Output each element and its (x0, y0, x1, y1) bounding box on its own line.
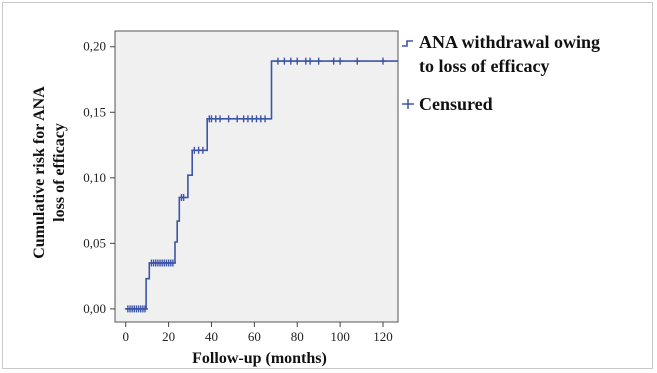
censored-mark (287, 57, 294, 65)
chart-axes: 0 20 40 60 80 100 120 0,00 0,05 0,10 0,15 0,20 (83, 39, 392, 344)
y-axis-title-line: Cumulative risk for ANA (31, 86, 48, 259)
x-tick-label: 60 (248, 329, 261, 344)
x-tick-label: 80 (291, 329, 304, 344)
legend-plus-symbol (402, 99, 414, 109)
censored-mark (180, 193, 187, 201)
legend-label: to loss of efficacy (419, 56, 549, 76)
censored-mark (199, 146, 206, 154)
legend-entry-event: ANA withdrawal owing to loss of efficacy (402, 32, 600, 76)
censored-mark (169, 259, 176, 267)
censored-mark (379, 57, 386, 65)
y-tick-label: 0,10 (83, 170, 106, 185)
censored-mark (354, 57, 361, 65)
legend-step-symbol (402, 40, 413, 47)
censored-mark (225, 115, 232, 123)
y-tick-label: 0,20 (83, 39, 106, 54)
legend-label: Censured (419, 94, 493, 114)
y-axis-title-line: loss of efficacy (51, 123, 68, 222)
legend-entry-censored: Censured (402, 94, 493, 114)
x-tick-label: 40 (205, 329, 218, 344)
y-tick-label: 0,05 (83, 235, 106, 250)
x-tick-label: 0 (122, 329, 129, 344)
x-tick-label: 20 (162, 329, 175, 344)
censored-mark (294, 57, 301, 65)
censored-mark (142, 305, 149, 313)
y-tick-label: 0,00 (83, 301, 106, 316)
censored-mark (274, 57, 281, 65)
chart-marks (124, 57, 398, 313)
censored-mark (217, 115, 224, 123)
censored-mark (330, 57, 337, 65)
censored-mark (337, 57, 344, 65)
censored-mark (307, 57, 314, 65)
legend-label: ANA withdrawal owing (419, 32, 600, 52)
censored-mark (262, 115, 269, 123)
legend: ANA withdrawal owing to loss of efficacy C… (402, 32, 600, 114)
x-axis-title: Follow-up (months) (192, 350, 327, 367)
y-tick-label: 0,15 (83, 104, 106, 119)
x-tick-label: 120 (373, 329, 393, 344)
x-tick-label: 100 (330, 329, 350, 344)
censored-mark (234, 115, 241, 123)
plot-area (114, 30, 399, 323)
censored-mark (281, 57, 288, 65)
censored-mark (315, 57, 322, 65)
km-step-line (125, 60, 398, 310)
y-axis-title: Cumulative risk for ANA loss of efficacy (31, 86, 68, 259)
